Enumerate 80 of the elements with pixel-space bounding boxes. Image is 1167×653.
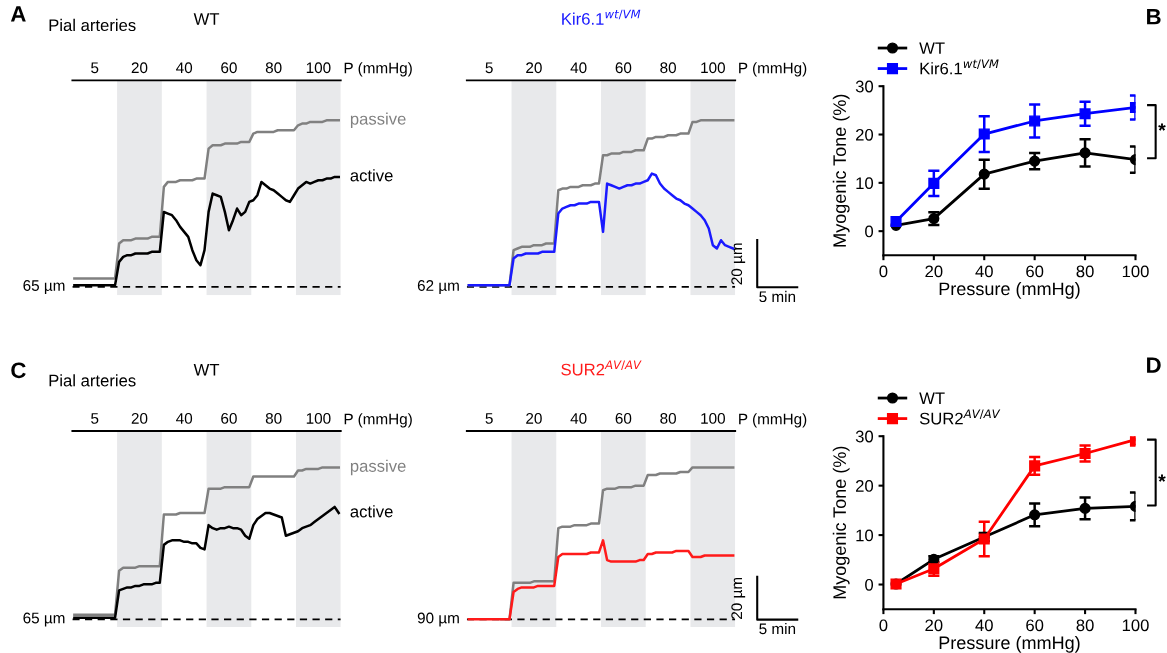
x-axis-title: P (mmHg) [739, 413, 807, 428]
x-tick-label: 80 [265, 412, 282, 424]
y-axis-title: Myogenic Tone (%) [832, 94, 850, 247]
text: D [1147, 357, 1161, 373]
x-tick-label: 60 [1026, 265, 1044, 278]
x-tick-label: 60 [221, 412, 237, 424]
x-tick-label: 40 [570, 62, 587, 74]
series-label: active [350, 169, 393, 182]
annotation: 20 µm [731, 577, 746, 619]
series-label: passive [350, 112, 406, 129]
legend-label: WT [919, 42, 945, 54]
x-tick-label: 100 [306, 62, 331, 74]
legend-label: WT [919, 392, 945, 404]
x-tick-label: 0 [879, 265, 888, 278]
x-tick-label: 20 [526, 62, 542, 74]
x-tick-label: 40 [570, 412, 587, 424]
y-tick-label: 10 [856, 529, 874, 542]
x-tick-label: 100 [701, 62, 725, 74]
x-tick-label: 20 [526, 412, 542, 424]
y-tick-label: 30 [855, 80, 874, 93]
x-tick-label: 60 [1026, 619, 1044, 632]
x-tick-label: 20 [925, 265, 943, 278]
x-tick-label: 60 [615, 62, 632, 74]
x-tick-label: 60 [221, 62, 237, 74]
x-tick-label: 20 [131, 412, 148, 424]
text: 5 min [759, 622, 796, 635]
text: C [11, 362, 26, 379]
x-tick-label: 20 [925, 619, 943, 632]
x-axis-title: Pressure (mmHg) [939, 281, 1080, 299]
x-tick-label: 40 [176, 62, 193, 74]
chart-title: WT [193, 363, 220, 376]
chart-title: SUR2$^{AV/AV}$ [561, 360, 642, 376]
y-tick-label: 0 [865, 225, 874, 238]
legend-label: SUR2$^{AV/AV}$ [919, 409, 1001, 425]
x-tick-label: 80 [1076, 265, 1094, 278]
y-tick-label: 20 [856, 128, 874, 141]
x-axis-title: Pressure (mmHg) [939, 635, 1080, 653]
x-axis-title: P (mmHg) [344, 413, 412, 428]
annotation: 20 µm [731, 243, 746, 285]
x-tick-label: 40 [975, 265, 993, 278]
x-tick-label: 60 [615, 412, 632, 424]
x-axis-title: P (mmHg) [739, 62, 807, 77]
x-tick-label: 5 [485, 62, 493, 74]
x-tick-label: 80 [660, 62, 677, 74]
x-tick-label: 20 [131, 62, 148, 74]
y-tick-label: 10 [856, 177, 874, 190]
x-tick-label: 5 [91, 413, 99, 424]
text: 62 µm [417, 280, 459, 294]
legend-label: Kir6.1$^{wt/VM}$ [920, 59, 999, 75]
text: Pial arteries [49, 18, 136, 32]
x-tick-label: 5 [485, 413, 493, 424]
chart-title: WT [193, 13, 220, 25]
text: Pial arteries [49, 374, 136, 387]
y-axis-title: Myogenic Tone (%) [832, 446, 850, 599]
text: A [10, 6, 26, 22]
x-tick-label: 80 [660, 412, 677, 424]
series-label: passive [350, 459, 406, 476]
x-tick-label: 100 [1122, 619, 1149, 632]
text: 65 µm [23, 612, 65, 627]
x-tick-label: 0 [879, 619, 888, 632]
x-tick-label: 40 [176, 412, 193, 424]
x-tick-label: 100 [306, 412, 331, 424]
x-axis-title: P (mmHg) [344, 62, 412, 77]
x-tick-label: 80 [1076, 619, 1094, 632]
text: * [1158, 123, 1166, 131]
series-label: active [350, 505, 393, 518]
x-tick-label: 80 [265, 62, 282, 74]
text: 65 µm [23, 280, 65, 294]
text: 5 min [759, 290, 796, 303]
y-tick-label: 30 [855, 430, 874, 443]
text: * [1158, 474, 1166, 482]
y-tick-label: 20 [856, 480, 874, 492]
x-tick-label: 100 [1122, 265, 1149, 278]
text: 90 µm [417, 612, 459, 627]
text: B [1147, 9, 1161, 25]
x-tick-label: 100 [701, 412, 725, 424]
x-tick-label: 5 [91, 62, 99, 74]
x-tick-label: 40 [975, 619, 993, 632]
y-tick-label: 0 [865, 578, 874, 591]
chart-title: Kir6.1$^{wt/VM}$ [562, 9, 641, 25]
